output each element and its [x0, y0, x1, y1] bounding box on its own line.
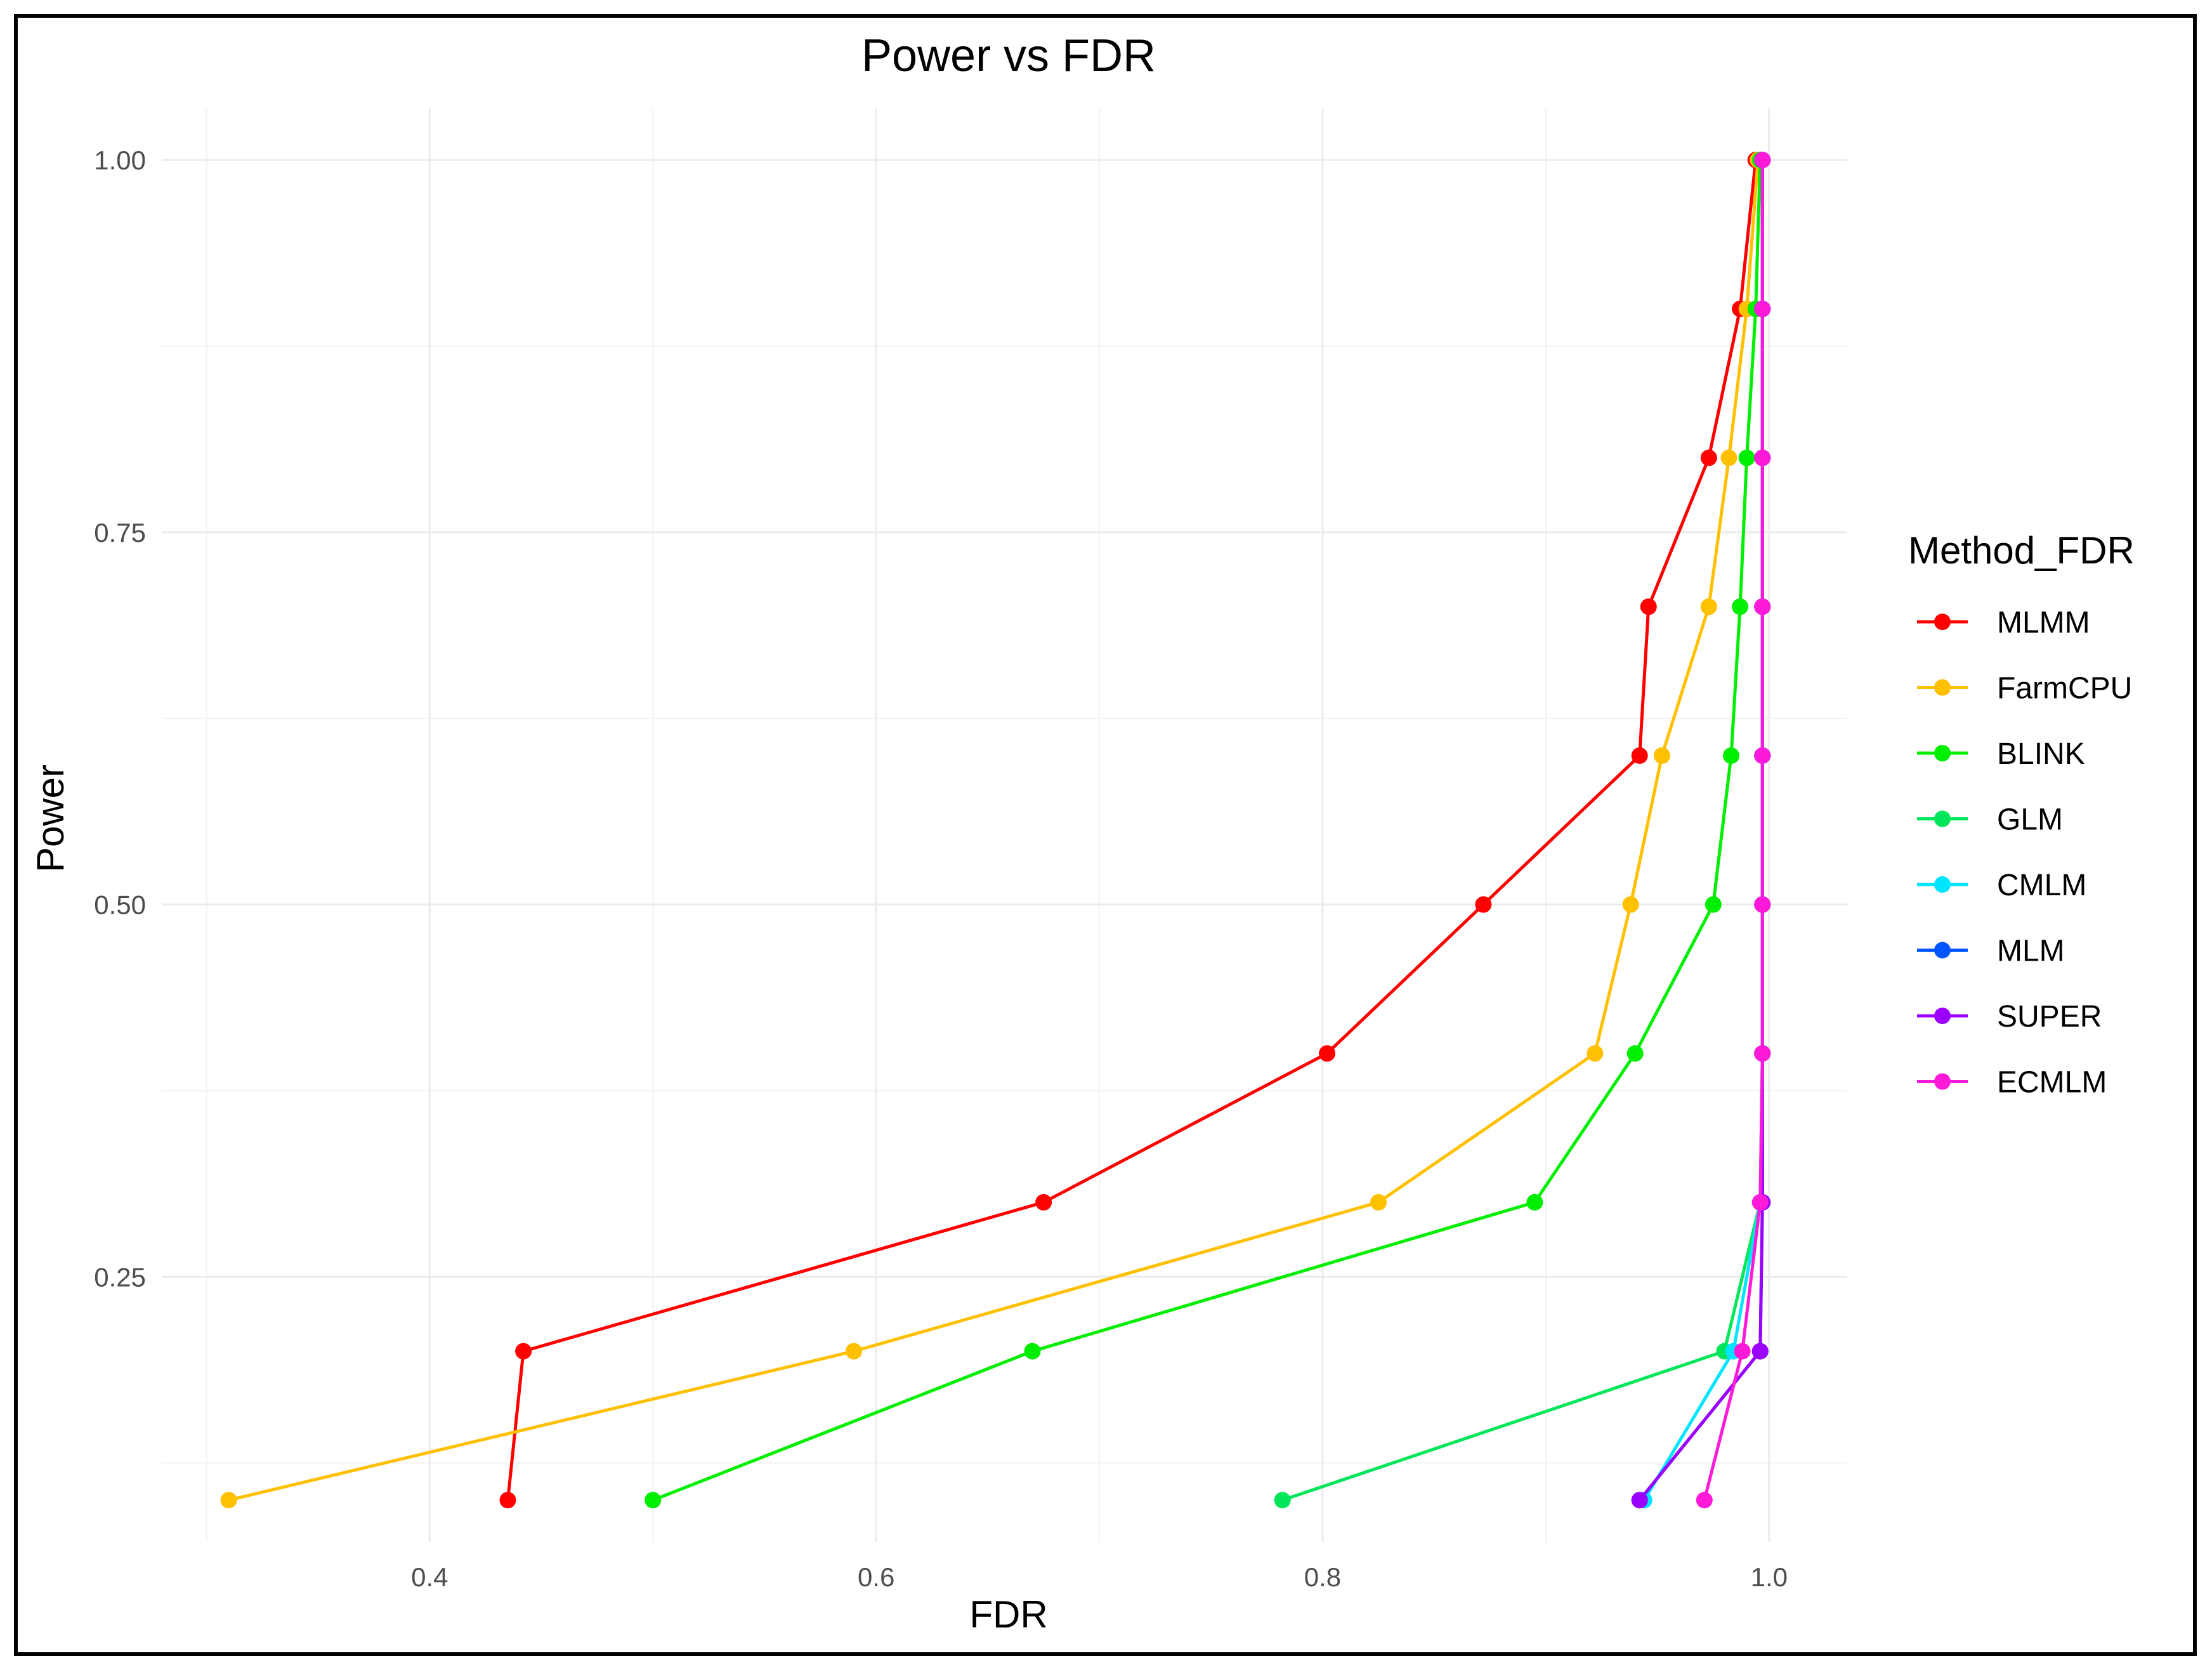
legend-key-point: [1934, 1008, 1951, 1024]
legend-key-point: [1934, 745, 1951, 761]
legend-label: SUPER: [1997, 1000, 2102, 1034]
data-point-farmcpu: [220, 1492, 237, 1509]
data-point-farmcpu: [845, 1343, 862, 1360]
data-point-blink: [1738, 449, 1755, 466]
series-farmcpu: [220, 152, 1767, 1509]
x-tick-label: 0.8: [1304, 1562, 1341, 1592]
series-super: [1631, 152, 1771, 1509]
data-point-farmcpu: [1622, 896, 1639, 913]
data-point-blink: [1526, 1193, 1543, 1211]
legend-label: MLMM: [1997, 606, 2090, 640]
legend-item-glm: GLM: [1917, 803, 2063, 837]
series-layer: [220, 152, 1771, 1509]
data-point-mlmm: [1475, 896, 1492, 913]
y-axis-ticks: 0.25 0.50 0.75 1.00: [94, 145, 146, 1292]
data-point-farmcpu: [1370, 1193, 1387, 1211]
data-point-ecmlm: [1754, 300, 1771, 317]
x-axis-ticks: 0.4 0.6 0.8 1.0: [411, 1562, 1788, 1592]
legend-items: MLMM FarmCPU BLINK GLM CMLM MLM SUPER ECMLM: [1917, 606, 2132, 1100]
data-point-blink: [645, 1492, 662, 1509]
legend-label: ECMLM: [1997, 1066, 2107, 1100]
data-point-mlmm: [515, 1343, 532, 1360]
legend-item-blink: BLINK: [1917, 737, 2085, 771]
series-ecmlm: [1696, 152, 1771, 1509]
data-point-ecmlm: [1754, 896, 1771, 913]
data-point-ecmlm: [1734, 1343, 1751, 1360]
data-point-super: [1631, 1492, 1648, 1509]
legend: Method_FDR MLMM FarmCPU BLINK GLM CMLM MLM SUP…: [1908, 529, 2135, 1100]
series-line-cmlm: [1642, 160, 1764, 1501]
data-point-ecmlm: [1696, 1492, 1713, 1509]
data-point-farmcpu: [1653, 747, 1670, 764]
x-tick-label: 0.6: [858, 1562, 894, 1592]
series-line-mlmm: [506, 159, 1758, 1501]
data-point-blink: [1723, 747, 1740, 764]
series-line-blink: [652, 160, 1762, 1502]
legend-label: GLM: [1997, 803, 2063, 837]
data-point-ecmlm: [1754, 152, 1771, 169]
data-point-blink: [1024, 1343, 1041, 1360]
y-tick-label: 0.25: [94, 1262, 146, 1292]
series-line-farmcpu: [228, 159, 1760, 1502]
data-point-ecmlm: [1751, 1193, 1769, 1211]
data-point-ecmlm: [1754, 449, 1771, 466]
legend-key-point: [1934, 810, 1951, 827]
x-axis-title: FDR: [969, 1593, 1047, 1636]
series-glm: [1274, 152, 1771, 1509]
data-point-blink: [1732, 598, 1749, 615]
series-line-ecmlm: [1703, 160, 1764, 1501]
data-point-glm: [1274, 1492, 1291, 1509]
legend-label: MLM: [1997, 935, 2065, 968]
x-tick-label: 1.0: [1751, 1562, 1788, 1592]
data-point-ecmlm: [1754, 1045, 1771, 1062]
legend-key-point: [1934, 614, 1951, 630]
data-point-mlmm: [1035, 1193, 1052, 1211]
legend-item-cmlm: CMLM: [1917, 869, 2086, 902]
legend-label: CMLM: [1997, 869, 2086, 902]
data-point-mlmm: [1640, 598, 1657, 615]
data-point-blink: [1705, 896, 1722, 913]
chart-title: Power vs FDR: [861, 30, 1156, 81]
data-point-mlmm: [499, 1492, 516, 1509]
data-point-farmcpu: [1700, 598, 1717, 615]
data-point-farmcpu: [1720, 449, 1738, 466]
legend-key-point: [1934, 942, 1951, 959]
series-mlmm: [499, 152, 1764, 1509]
data-point-farmcpu: [1587, 1045, 1604, 1062]
data-point-mlmm: [1700, 449, 1717, 466]
legend-key-point: [1934, 876, 1951, 893]
y-tick-label: 0.75: [94, 518, 146, 548]
series-blink: [645, 152, 1769, 1509]
legend-item-ecmlm: ECMLM: [1917, 1066, 2107, 1100]
legend-title: Method_FDR: [1908, 529, 2135, 572]
legend-item-mlmm: MLMM: [1917, 606, 2090, 640]
y-tick-label: 0.50: [94, 890, 146, 920]
series-mlm: [1631, 152, 1771, 1509]
chart-frame: [14, 14, 2197, 1656]
data-point-mlmm: [1319, 1045, 1336, 1062]
legend-item-super: SUPER: [1917, 1000, 2102, 1034]
legend-item-mlm: MLM: [1917, 935, 2065, 968]
y-axis-title: Power: [29, 765, 72, 872]
data-point-ecmlm: [1754, 747, 1771, 764]
data-point-blink: [1626, 1045, 1644, 1062]
legend-label: BLINK: [1997, 737, 2085, 771]
legend-label: FarmCPU: [1997, 672, 2132, 706]
y-tick-label: 1.00: [94, 145, 146, 175]
grid: [162, 108, 1847, 1542]
data-point-mlmm: [1631, 747, 1648, 764]
legend-key-point: [1934, 1073, 1951, 1090]
x-tick-label: 0.4: [411, 1562, 448, 1592]
series-cmlm: [1635, 152, 1771, 1509]
legend-key-point: [1934, 679, 1951, 696]
legend-item-farmcpu: FarmCPU: [1917, 672, 2132, 706]
data-point-ecmlm: [1754, 598, 1771, 615]
series-line-glm: [1281, 160, 1764, 1502]
data-point-super: [1751, 1343, 1769, 1360]
